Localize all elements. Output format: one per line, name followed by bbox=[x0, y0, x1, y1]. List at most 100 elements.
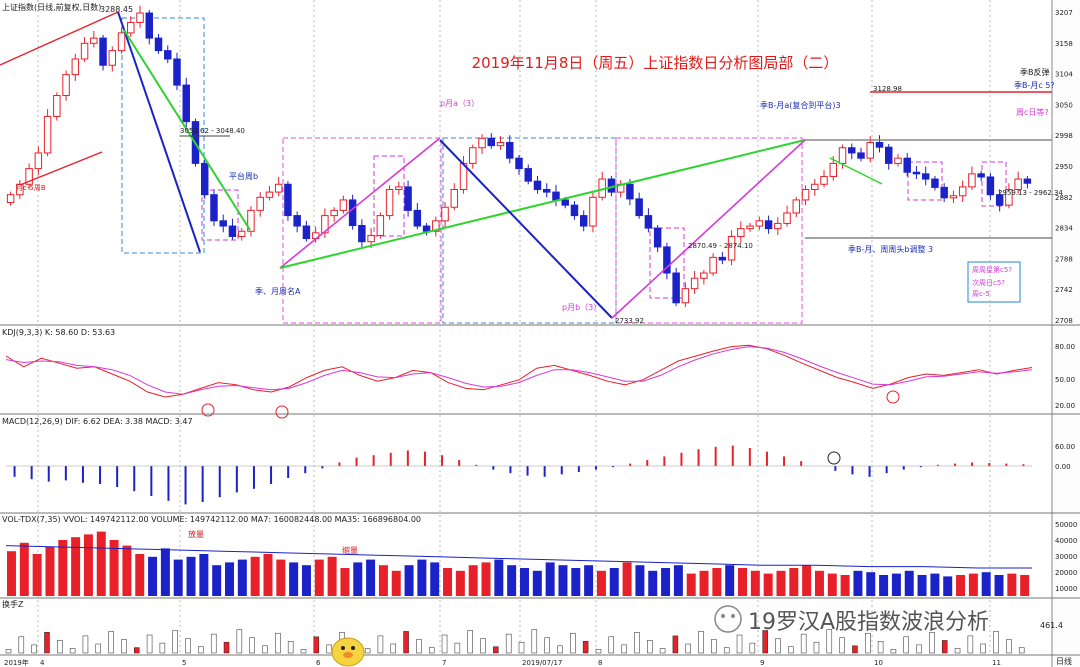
volume-bar bbox=[827, 573, 837, 596]
candle-body bbox=[506, 142, 514, 159]
watermark-text: 19罗汉A股指数波浪分析 bbox=[748, 610, 989, 635]
candle-body bbox=[552, 191, 560, 201]
sub-bar bbox=[723, 647, 730, 654]
sub-bar bbox=[634, 632, 640, 654]
candle-body bbox=[284, 183, 292, 217]
candle-body bbox=[247, 209, 255, 232]
sub-bar bbox=[236, 629, 243, 654]
sub-bar bbox=[621, 644, 627, 654]
y-tick-main: 2950 bbox=[1055, 163, 1073, 171]
volume-bar bbox=[430, 562, 440, 596]
volume-bar bbox=[956, 575, 966, 596]
volume-bar bbox=[596, 570, 606, 596]
sub-bar bbox=[557, 645, 563, 654]
volume-bar bbox=[943, 576, 953, 596]
candle-body bbox=[774, 222, 782, 230]
candle-body bbox=[219, 220, 227, 227]
y-tick-vol: 30000 bbox=[1055, 553, 1077, 561]
x-tick: 4 bbox=[40, 659, 45, 667]
candle-body bbox=[986, 176, 995, 196]
sub-bar bbox=[454, 642, 461, 654]
candle-body bbox=[321, 215, 329, 234]
candle-body bbox=[561, 199, 569, 206]
candle-body bbox=[690, 277, 699, 290]
sub-bar bbox=[377, 635, 384, 654]
sub-bar bbox=[441, 634, 448, 654]
annotation-level-2: 2870.49 - 2874.10 bbox=[688, 242, 753, 250]
x-tick: 11 bbox=[992, 659, 1001, 667]
candle-body bbox=[90, 37, 98, 44]
candle-body bbox=[570, 204, 579, 217]
y-tick-main: 3050 bbox=[1055, 101, 1073, 109]
volume-bar bbox=[7, 551, 16, 596]
candle-body bbox=[256, 196, 264, 211]
volume-bar bbox=[19, 542, 29, 596]
volume-bar bbox=[609, 568, 619, 596]
volume-bar bbox=[763, 573, 773, 596]
y-tick-macd: 60.00 bbox=[1055, 443, 1075, 451]
volume-bar bbox=[802, 565, 812, 596]
volume-bar bbox=[45, 547, 55, 596]
sub-bar bbox=[121, 639, 127, 654]
sub-bar bbox=[428, 647, 435, 654]
sub-bar bbox=[877, 641, 884, 654]
y-tick-vol: 40000 bbox=[1055, 537, 1077, 545]
sub-bar bbox=[685, 643, 691, 654]
annotation-platform-week: 平台周b bbox=[229, 171, 258, 181]
trend-line bbox=[123, 29, 251, 231]
volume-ma35-line bbox=[5, 545, 1032, 569]
wave-box bbox=[615, 137, 803, 324]
sub-bar bbox=[69, 648, 76, 654]
volume-bar bbox=[276, 559, 286, 596]
volume-bar bbox=[917, 575, 927, 596]
sub-bar bbox=[1018, 647, 1025, 654]
volume-note-shrink: 缩量 bbox=[342, 545, 358, 555]
volume-bar bbox=[122, 545, 132, 596]
x-tick: 6 bbox=[316, 659, 321, 667]
sub-bar bbox=[223, 641, 230, 654]
y-tick-main: 2788 bbox=[1055, 255, 1073, 263]
candle-body bbox=[43, 115, 52, 154]
sub-bar bbox=[595, 649, 602, 654]
candle-body bbox=[635, 198, 643, 217]
y-tick-vol: 50000 bbox=[1055, 521, 1077, 529]
volume-bar bbox=[32, 554, 42, 596]
candle-body bbox=[395, 186, 403, 190]
volume-bar bbox=[366, 559, 376, 596]
volume-bar bbox=[301, 565, 311, 596]
volume-bar bbox=[725, 565, 735, 596]
volume-bar bbox=[468, 565, 478, 596]
sub-bar bbox=[788, 646, 794, 654]
sub-bar bbox=[82, 635, 89, 654]
candle-body bbox=[764, 220, 773, 230]
volume-bar bbox=[507, 565, 517, 596]
volume-bar bbox=[545, 562, 555, 596]
volume-bar bbox=[814, 570, 824, 596]
candle-body bbox=[432, 220, 440, 232]
volume-bar bbox=[96, 531, 106, 596]
sub-bar bbox=[749, 642, 756, 654]
candle-body bbox=[977, 173, 985, 178]
volume-bar bbox=[879, 575, 889, 596]
wave-box bbox=[282, 137, 442, 324]
y-tick-main: 2998 bbox=[1055, 132, 1073, 140]
volume-bar bbox=[584, 565, 594, 596]
candle-body bbox=[302, 225, 311, 240]
sub-bar bbox=[736, 634, 743, 654]
y-tick-main: 3104 bbox=[1055, 71, 1073, 79]
candle-body bbox=[136, 12, 144, 23]
volume-bar bbox=[173, 559, 183, 596]
candle-body bbox=[385, 188, 394, 217]
candle-body bbox=[71, 58, 80, 76]
x-tick: 2019年 bbox=[4, 658, 29, 667]
annotation-month-c-wave: 月c-5周B bbox=[16, 184, 46, 192]
volume-bar bbox=[250, 556, 260, 596]
annotation-ji-b-month-a: 季B-月a(复合到平台)3 bbox=[760, 100, 841, 110]
candle-body bbox=[367, 234, 375, 243]
sub-bar bbox=[210, 633, 217, 654]
candle-body bbox=[228, 225, 237, 237]
candle-body bbox=[875, 142, 884, 148]
note-box-line-2: 次周日c5? bbox=[972, 278, 1005, 287]
volume-bar bbox=[661, 568, 671, 596]
volume-bar bbox=[930, 573, 940, 596]
